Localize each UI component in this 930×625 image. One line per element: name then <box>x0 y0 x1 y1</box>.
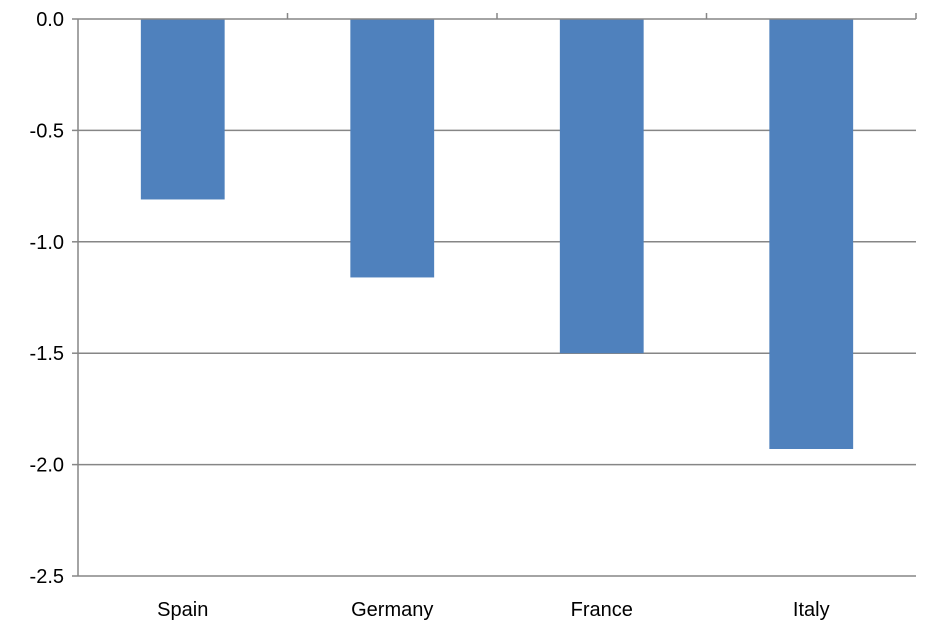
y-tick-label: -2.0 <box>30 455 64 477</box>
x-tick-label: France <box>571 599 633 621</box>
bar-spain <box>140 19 225 200</box>
x-tick-label: Italy <box>793 599 830 621</box>
y-tick-label: -1.5 <box>30 343 64 365</box>
x-tick-label: Spain <box>157 599 208 621</box>
bar-italy <box>769 19 854 450</box>
bar-france <box>559 19 644 354</box>
bar-germany <box>350 19 435 278</box>
y-tick-labels: 0.0 -0.5 -1.0 -1.5 -2.0 -2.5 <box>30 9 64 588</box>
x-tick-labels: Spain Germany France Italy <box>157 599 829 621</box>
axes <box>72 13 917 577</box>
bars <box>140 19 854 450</box>
y-tick-label: 0.0 <box>36 9 64 31</box>
y-tick-label: -1.0 <box>30 232 64 254</box>
x-tick-label: Germany <box>351 599 433 621</box>
y-tick-label: -2.5 <box>30 566 64 588</box>
y-tick-label: -0.5 <box>30 120 64 142</box>
